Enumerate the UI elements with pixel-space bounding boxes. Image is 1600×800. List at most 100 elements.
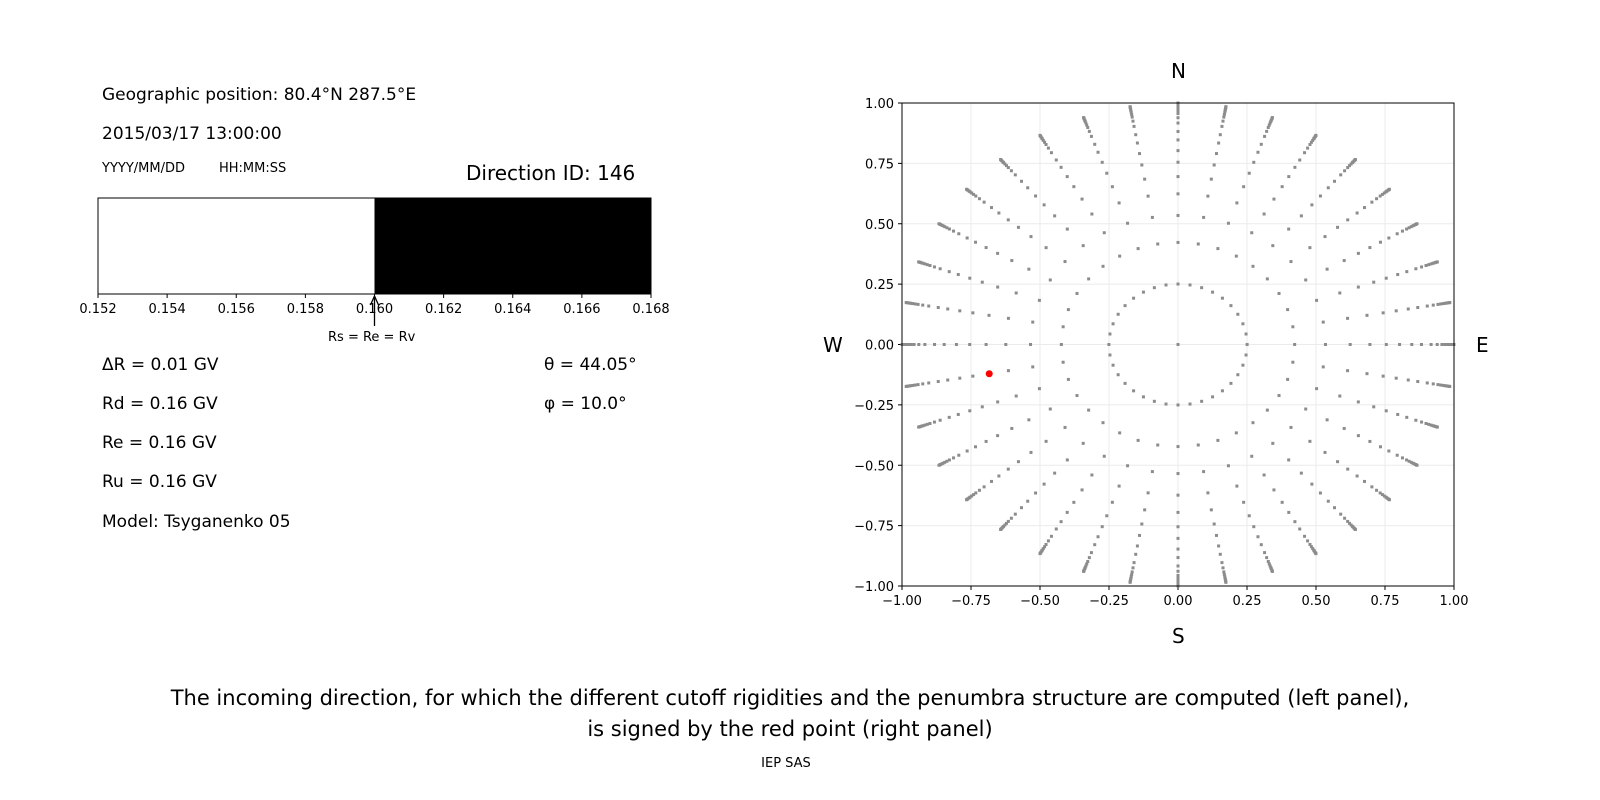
grid-point [1448, 301, 1452, 305]
grid-point [996, 434, 1000, 438]
grid-point [1405, 415, 1409, 419]
grid-point [933, 343, 937, 346]
y-tick-label: −0.25 [854, 399, 894, 414]
grid-point [1176, 213, 1180, 217]
grid-point [1321, 320, 1325, 324]
grid-point [1381, 374, 1385, 378]
x-tick-label: −0.25 [1089, 594, 1129, 609]
grid-point [1176, 112, 1180, 116]
grid-point [1134, 133, 1138, 137]
x-tick-label: −1.00 [882, 594, 922, 609]
grid-point [1298, 158, 1302, 162]
grid-point [1016, 225, 1020, 229]
grid-point [1004, 164, 1008, 168]
grid-point [1394, 376, 1398, 380]
grid-point [1063, 425, 1067, 429]
caption-line-2: is signed by the red point (right panel) [587, 717, 993, 741]
grid-point [1395, 453, 1399, 457]
grid-point [1318, 194, 1322, 198]
arrow-head [369, 294, 380, 306]
grid-point [1304, 278, 1308, 282]
grid-point [982, 485, 986, 489]
grid-point [923, 423, 927, 427]
grid-point [1221, 566, 1225, 570]
grid-point [1224, 105, 1228, 109]
grid-point [1116, 312, 1120, 316]
x-tick-label: 1.00 [1440, 594, 1469, 609]
grid-point [982, 200, 986, 204]
grid-point [1338, 394, 1342, 398]
grid-point [1308, 246, 1312, 250]
grid-point [1234, 254, 1238, 258]
grid-point [928, 421, 932, 425]
grid-point [1136, 247, 1140, 251]
grid-point [1013, 512, 1017, 516]
grid-point [1214, 533, 1218, 537]
grid-point [1136, 438, 1140, 442]
grid-point [1200, 399, 1204, 403]
grid-point [1066, 308, 1070, 312]
grid-point [1150, 215, 1154, 219]
grid-point [928, 264, 932, 268]
grid-point [945, 226, 949, 230]
x-tick-label: 0.168 [632, 302, 669, 317]
grid-point [1226, 221, 1230, 225]
grid-point [1107, 343, 1111, 346]
grid-point [1263, 134, 1267, 138]
grid-point [1287, 458, 1291, 462]
grid-point [1259, 543, 1263, 547]
y-tick-label: 0.25 [865, 278, 894, 293]
grid-point [1342, 426, 1346, 430]
grid-point [923, 343, 927, 346]
grid-point [1176, 536, 1180, 540]
grid-point [1072, 500, 1076, 504]
grid-point [1037, 387, 1041, 391]
grid-point [1448, 384, 1452, 388]
grid-point [1138, 152, 1142, 156]
grid-point [1326, 499, 1330, 503]
grid-point [1444, 301, 1448, 305]
grid-point [1267, 123, 1271, 127]
grid-point [1043, 545, 1047, 549]
grid-point [1046, 539, 1050, 543]
grid-point [1368, 343, 1372, 346]
grid-point [1059, 165, 1063, 169]
y-tick-label: −1.00 [854, 580, 894, 595]
grid-point [1370, 200, 1374, 204]
grid-point [1293, 520, 1297, 524]
grid-point [925, 263, 929, 267]
penumbra-segment [98, 198, 375, 294]
grid-point [1086, 560, 1090, 564]
grid-point [1027, 418, 1031, 422]
grid-point [1306, 539, 1310, 543]
grid-point [1222, 115, 1226, 119]
grid-point [1326, 186, 1330, 190]
grid-point [1365, 313, 1369, 317]
grid-point [1291, 325, 1295, 329]
grid-point [1132, 124, 1136, 128]
grid-point [968, 409, 972, 413]
grid-point [1424, 264, 1428, 268]
grid-point [913, 302, 917, 306]
grid-point [1038, 133, 1042, 137]
y-tick-label: 0.75 [865, 157, 894, 172]
grid-point [1262, 473, 1266, 477]
grid-point [1080, 197, 1084, 201]
grid-point [1439, 383, 1443, 387]
grid-point [1209, 508, 1213, 512]
grid-point [1315, 387, 1319, 391]
grid-point [974, 240, 978, 244]
grid-point [1034, 491, 1038, 495]
grid-point [1218, 133, 1222, 137]
grid-point [980, 280, 984, 284]
grid-point [974, 194, 978, 198]
grid-point [1176, 525, 1180, 529]
grid-point [1378, 445, 1382, 449]
grid-point [1223, 110, 1227, 114]
grid-point [1346, 316, 1350, 320]
grid-point [1026, 499, 1030, 503]
grid-point [1010, 426, 1014, 430]
grid-point [1059, 520, 1063, 524]
grid-point [1405, 270, 1409, 274]
